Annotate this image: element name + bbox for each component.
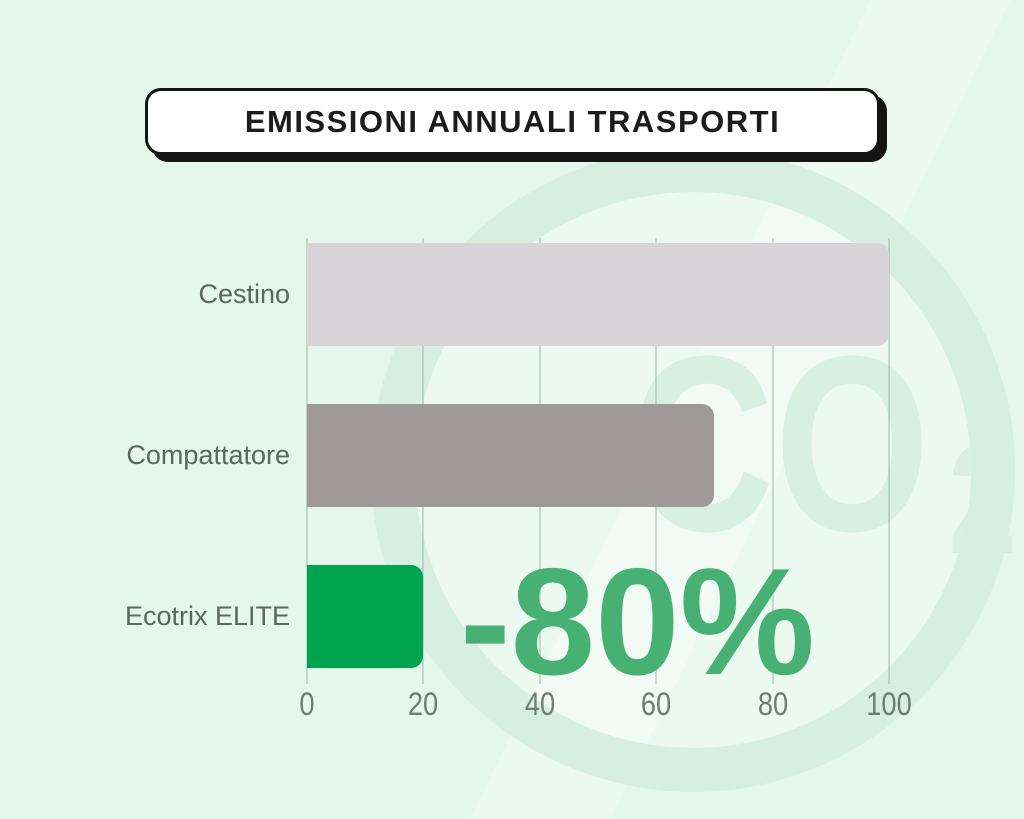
- category-labels: Cestino Compattatore Ecotrix ELITE: [20, 238, 290, 676]
- category-label: Cestino: [198, 279, 290, 309]
- x-tick-label: 100: [866, 686, 912, 722]
- category-label: Compattatore: [126, 440, 290, 470]
- watermark-sub2-text: 2: [948, 413, 1017, 586]
- bar-cestino: [307, 243, 889, 346]
- chart-title-box: EMISSIONI ANNUALI TRASPORTI: [145, 88, 880, 155]
- category-label: Ecotrix ELITE: [124, 601, 290, 631]
- bar-ecotrix-elite: [307, 565, 424, 668]
- x-tick-label: 0: [299, 686, 315, 722]
- reduction-annotation: -80%: [460, 537, 815, 707]
- bar-compattatore: [307, 404, 715, 507]
- chart-title: EMISSIONI ANNUALI TRASPORTI: [244, 103, 781, 139]
- x-tick-label: 20: [408, 686, 439, 722]
